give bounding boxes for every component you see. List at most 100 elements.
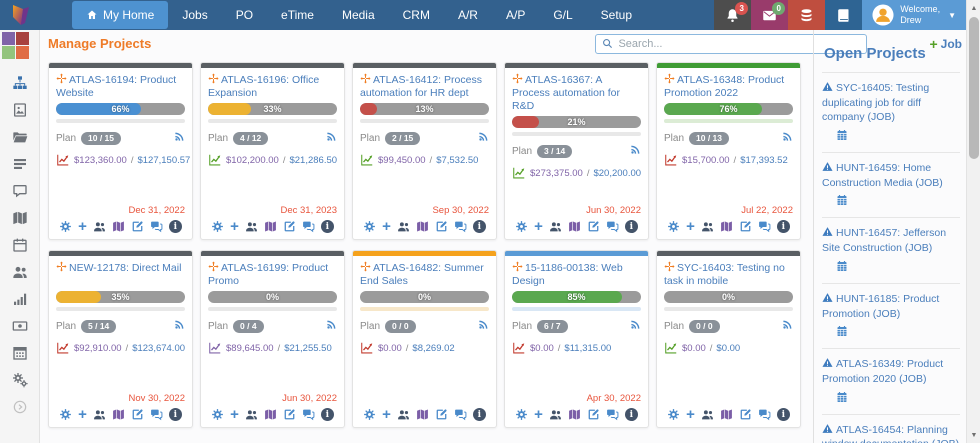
card-comments-button[interactable] [150,408,163,421]
add-job-button[interactable]: + Job [929,35,962,52]
notifications-button[interactable]: 3 [714,0,752,30]
card-edit-button[interactable] [283,220,296,233]
card-map-button[interactable] [568,220,581,233]
nav-item[interactable]: CRM [402,8,430,22]
sidebar-item-charts[interactable] [0,285,40,312]
scrollbar-thumb[interactable] [969,17,979,159]
card-edit-button[interactable] [587,220,600,233]
nav-item[interactable]: Jobs [182,8,208,22]
card-settings-button[interactable] [59,220,72,233]
project-calendar-button[interactable] [836,324,960,342]
card-edit-button[interactable] [131,408,144,421]
search-input[interactable] [618,37,861,50]
rss-feed-button[interactable] [174,319,185,333]
open-project-link[interactable]: HUNT-16459: Home Construction Media [822,162,932,189]
card-info-button[interactable]: i [472,220,486,233]
card-settings-button[interactable] [363,220,376,233]
card-comments-button[interactable] [606,220,619,233]
card-comments-button[interactable] [302,408,315,421]
card-edit-button[interactable] [739,220,752,233]
card-map-button[interactable] [720,220,733,233]
project-calendar-button[interactable] [836,193,960,211]
card-edit-button[interactable] [131,220,144,233]
nav-item[interactable]: My Home [72,1,169,29]
card-edit-button[interactable] [587,408,600,421]
card-info-button[interactable]: i [776,408,790,421]
project-title-link[interactable]: 15-1186-00138: Web Design [512,262,623,288]
sidebar-item-team[interactable] [0,258,40,285]
open-project-link[interactable]: ATLAS-16349: Product Promotion 2020 [822,358,944,385]
scroll-down-arrow[interactable]: ▼ [970,431,978,439]
card-comments-button[interactable] [150,220,163,233]
open-project-item[interactable]: ATLAS-16454: Planning window documentati… [822,415,960,443]
project-calendar-button[interactable] [836,259,960,277]
sidebar-item-calendar[interactable] [0,231,40,258]
card-settings-button[interactable] [667,408,680,421]
nav-item[interactable]: G/L [553,8,573,22]
card-info-button[interactable]: i [168,220,182,233]
card-map-button[interactable] [264,220,277,233]
search-box[interactable] [595,33,868,54]
card-edit-button[interactable] [283,408,296,421]
open-project-item[interactable]: SYC-16405: Testing duplicating job for d… [822,73,960,154]
card-add-button[interactable]: + [230,406,239,423]
rss-feed-button[interactable] [478,131,489,145]
rss-feed-button[interactable] [782,319,793,333]
rss-feed-button[interactable] [630,144,641,158]
nav-item[interactable]: eTime [281,8,314,22]
card-team-button[interactable] [93,220,106,233]
rss-feed-button[interactable] [326,131,337,145]
sidebar-item-image[interactable] [0,96,40,123]
card-map-button[interactable] [112,408,125,421]
card-team-button[interactable] [549,408,562,421]
card-settings-button[interactable] [59,408,72,421]
sidebar-item-settings[interactable] [0,366,40,393]
card-comments-button[interactable] [606,408,619,421]
card-edit-button[interactable] [435,408,448,421]
database-button[interactable] [788,0,826,30]
page-scrollbar[interactable]: ▲ ▼ [966,0,980,443]
nav-item[interactable]: Setup [600,8,633,22]
card-settings-button[interactable] [363,408,376,421]
app-logo[interactable] [0,0,42,30]
open-project-link[interactable]: SYC-16405: Testing duplicating job for d… [822,82,930,124]
card-map-button[interactable] [416,408,429,421]
card-settings-button[interactable] [211,408,224,421]
open-project-item[interactable]: HUNT-16185: Product Promotion (JOB) [822,284,960,350]
messages-button[interactable]: 0 [751,0,789,30]
card-settings-button[interactable] [515,220,528,233]
card-info-button[interactable]: i [168,408,182,421]
project-title-link[interactable]: SYC-16403: Testing no task in mobile [664,262,785,288]
open-project-item[interactable]: HUNT-16457: Jefferson Site Construction … [822,218,960,284]
nav-item[interactable]: PO [235,8,254,22]
project-title-link[interactable]: ATLAS-16196: Office Expansion [208,74,320,100]
card-team-button[interactable] [397,220,410,233]
open-project-item[interactable]: HUNT-16459: Home Construction Media (JOB… [822,153,960,219]
rss-feed-button[interactable] [782,131,793,145]
scroll-up-arrow[interactable]: ▲ [970,4,978,12]
project-title-link[interactable]: ATLAS-16412: Process automation for HR d… [360,74,482,100]
card-info-button[interactable]: i [624,408,638,421]
card-map-button[interactable] [112,220,125,233]
card-info-button[interactable]: i [320,220,334,233]
sidebar-item-money[interactable] [0,312,40,339]
project-title-link[interactable]: ATLAS-16367: A Process automation for R&… [512,74,620,113]
nav-item[interactable]: Media [341,8,375,22]
sidebar-item-chat[interactable] [0,177,40,204]
card-info-button[interactable]: i [776,220,790,233]
card-edit-button[interactable] [739,408,752,421]
open-project-link[interactable]: HUNT-16457: Jefferson Site Construction [822,227,947,255]
card-settings-button[interactable] [211,220,224,233]
card-add-button[interactable]: + [230,218,239,235]
nav-item[interactable]: A/R [457,8,478,22]
project-calendar-button[interactable] [836,128,960,146]
card-comments-button[interactable] [758,408,771,421]
card-comments-button[interactable] [758,220,771,233]
card-info-button[interactable]: i [624,220,638,233]
rss-feed-button[interactable] [326,319,337,333]
card-edit-button[interactable] [435,220,448,233]
rss-feed-button[interactable] [174,131,185,145]
sidebar-collapse-button[interactable] [0,393,40,420]
rss-feed-button[interactable] [478,319,489,333]
nav-item[interactable]: A/P [505,8,526,22]
